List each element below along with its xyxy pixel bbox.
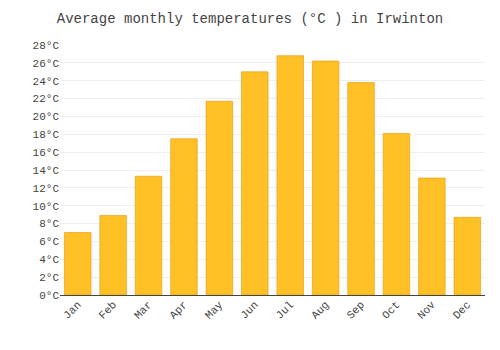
svg-text:22°C: 22°C	[33, 93, 60, 105]
svg-text:2°C: 2°C	[39, 272, 59, 284]
svg-text:24°C: 24°C	[33, 76, 60, 88]
svg-text:28°C: 28°C	[33, 40, 60, 52]
svg-text:26°C: 26°C	[33, 58, 60, 70]
svg-text:Average monthly temperatures (: Average monthly temperatures (°C ) in Ir…	[57, 11, 443, 27]
svg-text:16°C: 16°C	[33, 147, 60, 159]
svg-text:Mar: Mar	[132, 299, 154, 321]
svg-text:12°C: 12°C	[33, 183, 60, 195]
svg-text:Aug: Aug	[309, 299, 331, 321]
svg-text:Sep: Sep	[345, 299, 367, 321]
svg-text:Dec: Dec	[451, 299, 473, 321]
svg-text:10°C: 10°C	[33, 201, 60, 213]
svg-text:0°C: 0°C	[39, 290, 59, 302]
svg-text:18°C: 18°C	[33, 129, 60, 141]
svg-text:4°C: 4°C	[39, 254, 59, 266]
svg-text:6°C: 6°C	[39, 236, 59, 248]
svg-text:May: May	[203, 299, 226, 322]
svg-text:Apr: Apr	[167, 299, 189, 321]
svg-text:20°C: 20°C	[33, 111, 60, 123]
svg-text:Jan: Jan	[61, 299, 83, 321]
svg-text:14°C: 14°C	[33, 165, 60, 177]
svg-text:Nov: Nov	[415, 299, 438, 322]
svg-text:Feb: Feb	[97, 299, 119, 321]
svg-text:Jul: Jul	[274, 299, 296, 321]
svg-text:Jun: Jun	[238, 299, 260, 321]
svg-text:Oct: Oct	[380, 299, 402, 321]
svg-text:8°C: 8°C	[39, 218, 59, 230]
